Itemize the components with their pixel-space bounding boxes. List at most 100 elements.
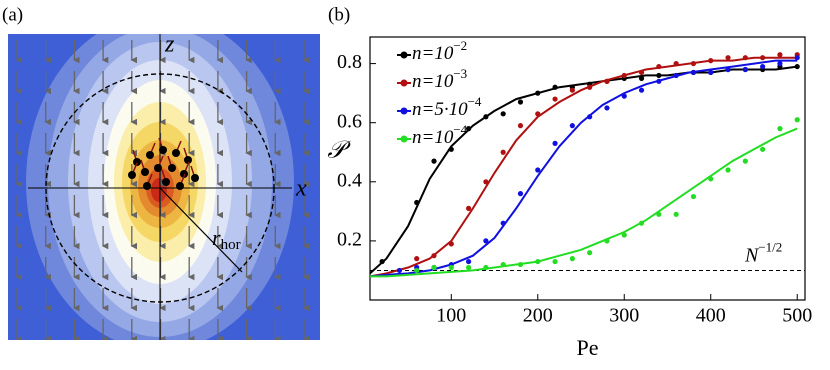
data-point [587,114,593,120]
data-point [448,241,454,247]
fit-line [370,127,798,278]
data-point [690,60,697,67]
reference-symbol: N [744,244,760,266]
legend-exponent: −2 [453,38,467,53]
particle [162,178,170,186]
data-point [673,60,679,67]
data-point [673,211,679,217]
particle [184,156,192,164]
data-point [604,78,610,84]
data-point [569,123,575,129]
data-point [431,253,437,259]
data-point [414,256,420,262]
z-label: z [164,32,175,58]
legend-name: n=5·10 [412,99,468,120]
data-point [535,258,541,265]
data-point [587,84,593,90]
legend-exponent: −3 [453,66,467,81]
x-tick-label: 300 [609,305,639,327]
data-point [535,167,541,173]
x-axis-label: Pe [577,335,599,360]
data-point [638,220,645,226]
y-tick-label: 0.4 [337,169,362,191]
data-point [414,199,420,206]
data-point [656,72,662,79]
data-point [777,60,783,67]
data-point [621,232,627,238]
data-point [535,90,541,96]
y-axis-label: 𝒫 [327,138,351,164]
data-point [465,126,472,132]
data-point [465,205,472,211]
data-point [638,87,645,93]
data-point [431,264,437,271]
data-point [552,258,558,265]
data-point [760,146,766,152]
data-point [552,84,558,90]
legend-exponent: −4 [453,122,467,137]
data-point [552,140,558,146]
data-point [725,167,731,173]
data-point [569,256,575,262]
data-point [552,96,558,102]
data-point [483,114,489,120]
panel-label: (b) [328,4,350,25]
data-point [465,258,472,265]
data-point [517,99,524,105]
data-point [414,267,420,274]
x-tick-label: 500 [782,305,812,327]
reference-exponent: −1/2 [758,239,782,254]
r-subscript: hor [221,237,241,253]
legend-name: n=10 [412,71,454,92]
data-point [569,87,575,93]
particle [133,158,141,166]
legend-name: n=10 [412,127,454,148]
x-tick-label: 100 [436,305,466,327]
data-point [500,220,506,226]
data-point [500,261,506,268]
legend-marker [400,51,408,59]
fit-line [369,56,798,278]
data-point [483,264,489,271]
particle [176,182,184,190]
data-point [500,149,506,155]
data-point [621,93,627,99]
data-point [517,123,524,129]
legend-entry: n=10−3 [412,66,467,92]
data-point [725,55,731,61]
data-point [777,52,783,58]
data-point [742,66,748,73]
particle [159,146,167,154]
data-point [742,55,748,61]
legend-marker [400,135,408,143]
data-point [448,146,454,152]
data-point [708,69,714,76]
data-point [500,111,506,117]
legend-marker [400,79,408,87]
data-point [794,63,800,70]
data-point [777,126,783,132]
data-point [448,264,454,271]
panel-label: (a) [2,4,23,25]
data-point [517,191,524,197]
r-label: rhor [212,225,241,253]
data-point [690,193,697,200]
data-point [656,211,662,217]
legend-entry: n=10−2 [412,38,467,64]
data-point [517,261,524,268]
x-label: x [295,176,307,202]
particle [146,151,154,159]
plot-frame [369,36,806,301]
y-tick-label: 0.2 [337,228,362,250]
data-point [725,66,731,73]
y-tick-label: 0.8 [337,51,362,73]
data-point [690,69,697,76]
legend-name: n=10 [412,43,454,64]
legend-marker [400,107,408,115]
y-tick-label: 0.6 [337,110,362,132]
particle [141,168,149,176]
data-point [604,238,610,244]
particle [154,164,162,172]
data-point [708,176,714,182]
